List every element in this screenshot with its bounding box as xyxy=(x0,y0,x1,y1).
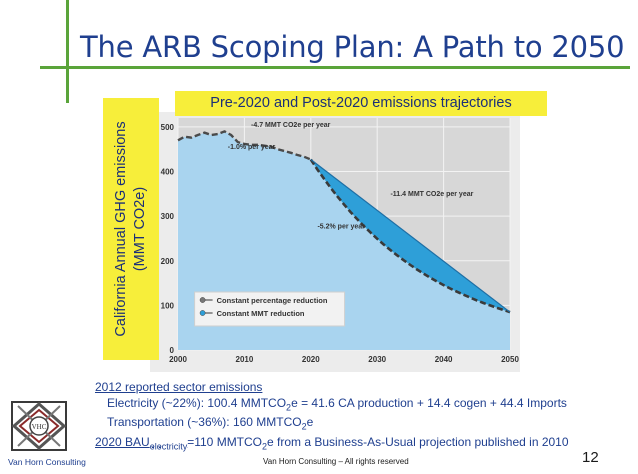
title-accent-vertical-line xyxy=(66,0,69,103)
transportation-note: Transportation (~36%): 160 MMTCO2e xyxy=(107,415,314,432)
legend-marker xyxy=(199,297,206,303)
x-tick-label: 2030 xyxy=(368,355,386,364)
svg-text:VHC: VHC xyxy=(32,423,47,431)
emissions-chart: 0 100 200 300 400 500 2000 2010 2020 2030 2040 2050… xyxy=(150,112,520,372)
page-number: 12 xyxy=(582,449,599,466)
footer-text: Van Horn Consulting – All rights reserve… xyxy=(263,457,409,466)
notes-heading: 2012 reported sector emissions xyxy=(95,380,263,394)
y-axis-label: California Annual GHG emissions (MMT CO2… xyxy=(112,98,150,360)
annotation-label: -1.0% per year xyxy=(228,144,276,151)
annotation-label: -11.4 MMT CO2e per year xyxy=(390,191,473,198)
y-axis-label-box: California Annual GHG emissions (MMT CO2… xyxy=(103,98,159,360)
title-accent-horizontal-line xyxy=(40,66,630,69)
legend-marker xyxy=(199,310,206,316)
x-tick-label: 2020 xyxy=(302,355,320,364)
sector-notes: 2012 reported sector emissions Electrici… xyxy=(95,380,569,455)
y-tick-label: 100 xyxy=(161,301,175,310)
electricity-note: Electricity (~22%): 100.4 MMTCO2e = 41.6… xyxy=(107,395,567,412)
chart-subtitle: Pre-2020 and Post-2020 emissions traject… xyxy=(175,91,547,116)
y-tick-label: 200 xyxy=(161,257,175,266)
y-tick-label: 500 xyxy=(161,123,175,132)
legend-box xyxy=(194,291,346,327)
historical-line xyxy=(177,130,312,161)
annotation-label: -4.7 MMT CO2e per year xyxy=(251,122,331,129)
vhc-logo: VHC xyxy=(11,401,67,451)
y-axis-label-line2: (MMT CO2e) xyxy=(132,186,148,272)
logo-label: Van Horn Consulting xyxy=(8,457,86,467)
annotation-label: -5.2% per year xyxy=(317,224,365,231)
x-tick-label: 2050 xyxy=(501,355,519,364)
y-tick-label: 300 xyxy=(161,212,175,221)
x-tick-label: 2000 xyxy=(169,355,187,364)
y-tick-label: 400 xyxy=(161,168,175,177)
x-tick-label: 2040 xyxy=(435,355,453,364)
constant-percentage-line xyxy=(309,158,511,314)
constant-mmt-line xyxy=(310,159,511,313)
legend-label: Constant percentage reduction xyxy=(217,296,328,305)
bau-note: 2020 BAUelectricity=110 MMTCO2e from a B… xyxy=(95,435,569,452)
y-axis-label-line1: California Annual GHG emissions xyxy=(113,121,129,337)
chart-legend: Constant percentage reduction Constant MM… xyxy=(194,291,346,327)
legend-label: Constant MMT reduction xyxy=(217,309,305,318)
x-tick-label: 2010 xyxy=(236,355,254,364)
y-tick-label: 0 xyxy=(170,346,175,355)
slide-title: The ARB Scoping Plan: A Path to 2050 xyxy=(80,30,625,64)
